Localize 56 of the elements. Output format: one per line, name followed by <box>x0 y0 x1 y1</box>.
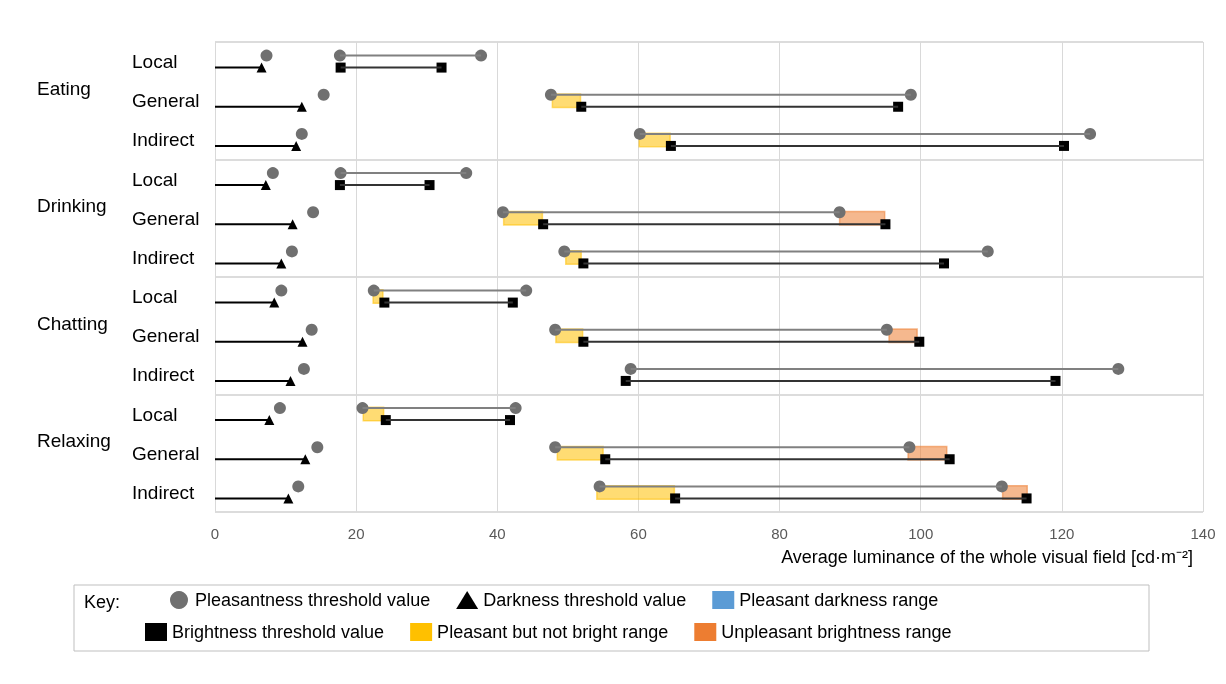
y-tick-label: Local <box>132 168 178 190</box>
y-tick-label: General <box>132 442 200 464</box>
text: Eating <box>37 77 91 99</box>
legend-label: Pleasant darkness range <box>739 590 939 610</box>
legend-label: Pleasantness threshold value <box>195 590 431 610</box>
bar <box>555 446 910 449</box>
bar <box>670 144 1064 147</box>
legend-label: Brightness threshold value <box>172 622 385 642</box>
bar <box>339 184 430 187</box>
text: Relaxing <box>37 430 111 452</box>
bar <box>583 262 944 265</box>
bar <box>599 485 1002 488</box>
bar <box>340 172 467 175</box>
bar <box>583 340 920 343</box>
y-tick-label: General <box>132 207 200 229</box>
bar <box>675 497 1027 500</box>
bar <box>502 211 840 214</box>
bar <box>550 93 911 96</box>
legend-title: Key: <box>84 592 121 612</box>
bar <box>630 367 1119 370</box>
y-tick-label: Local <box>132 51 178 73</box>
x-tick-label: 60 <box>630 525 647 542</box>
y-tick-label: Local <box>132 286 178 308</box>
bar <box>339 54 482 57</box>
bar <box>384 301 513 304</box>
bar <box>639 132 1091 135</box>
text: Drinking <box>37 195 107 217</box>
x-tick-label: 120 <box>1049 525 1075 542</box>
y-tick-label: Local <box>132 403 178 425</box>
legend-label: Pleasant but not bright range <box>437 622 669 642</box>
x-tick-label: 140 <box>1190 525 1216 542</box>
text: Chatting <box>37 312 108 334</box>
y-tick-label: General <box>132 90 200 112</box>
bar <box>555 328 887 331</box>
bar <box>605 458 950 461</box>
legend-label: Unpleasant brightness range <box>721 622 952 642</box>
bar <box>543 223 886 226</box>
bar <box>373 289 527 292</box>
x-tick-label: 0 <box>210 525 220 542</box>
x-axis-title: Average luminance of the whole visual field [cd·m⁻²] <box>781 547 1193 567</box>
bar <box>340 66 442 69</box>
y-tick-label: Indirect <box>132 481 196 503</box>
y-tick-label: General <box>132 325 200 347</box>
bar <box>564 250 988 253</box>
bar <box>362 407 516 410</box>
bar <box>581 105 899 108</box>
y-tick-label: Indirect <box>132 129 196 151</box>
x-tick-label: 20 <box>347 525 365 542</box>
bar <box>385 419 510 422</box>
bar <box>625 379 1056 382</box>
y-tick-label: Indirect <box>132 364 196 386</box>
x-tick-label: 80 <box>771 525 788 542</box>
y-tick-label: Indirect <box>132 246 196 268</box>
legend-label: Darkness threshold value <box>483 590 687 610</box>
x-tick-label: 40 <box>488 525 506 542</box>
x-tick-label: 100 <box>908 525 934 542</box>
